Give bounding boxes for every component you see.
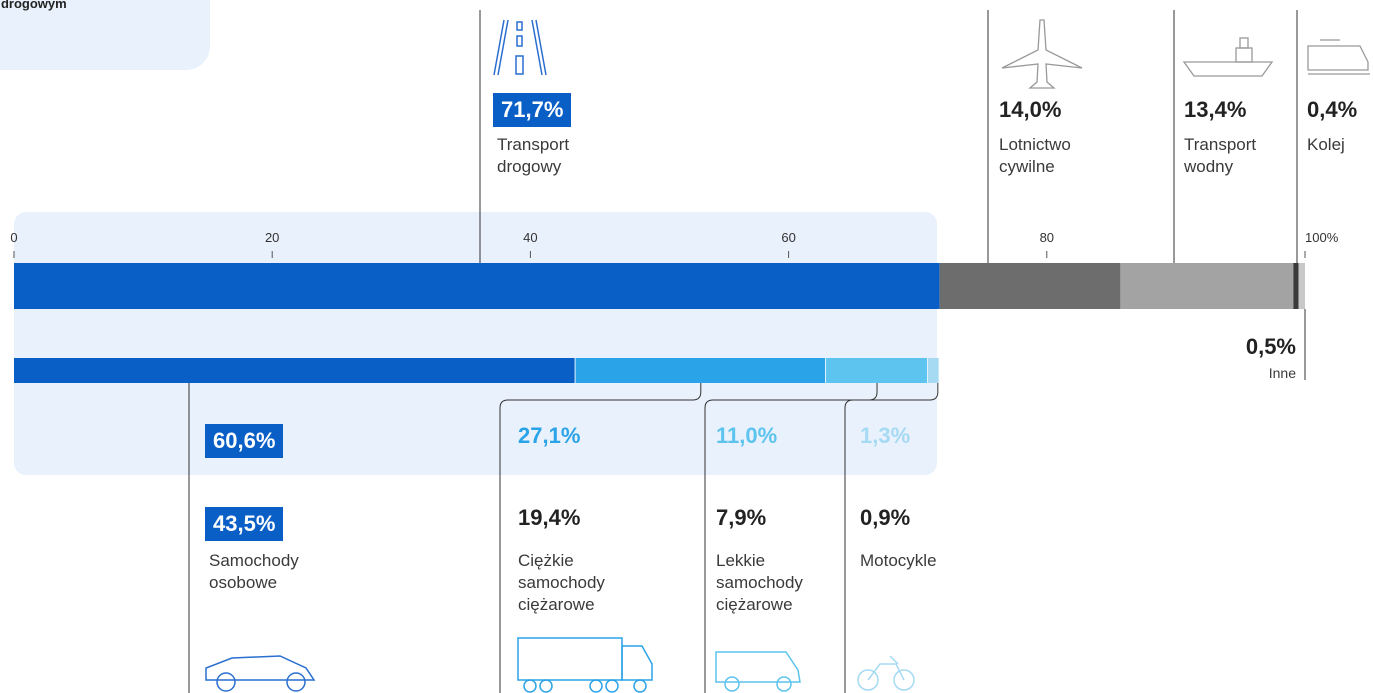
value-label: 19,4% xyxy=(518,505,581,530)
van-icon xyxy=(715,651,801,692)
value-label: 0,9% xyxy=(860,505,911,530)
mode-bar xyxy=(939,263,1121,309)
value-label: 13,4% xyxy=(1184,97,1247,122)
road-bar xyxy=(575,358,826,383)
mode-bar xyxy=(1293,263,1299,309)
leader-line xyxy=(704,383,878,693)
moto-icon xyxy=(857,655,915,691)
mode-name: Lotnictwo cywilne xyxy=(999,135,1071,176)
mode-name: Transport wodny xyxy=(1184,135,1257,176)
value-label: 0,4% xyxy=(1307,97,1358,122)
road-name: Ciężkie samochody ciężarowe xyxy=(518,551,605,614)
corner-text: ort drogowym xyxy=(0,0,67,11)
road-bar xyxy=(826,358,928,383)
ship-icon xyxy=(1182,37,1274,77)
share-label: 1,3% xyxy=(860,423,911,448)
value-label: 14,0% xyxy=(999,97,1062,122)
share-label: 60,6% xyxy=(205,424,284,458)
plane-icon xyxy=(1001,19,1083,89)
x-tick-label: 80 xyxy=(1040,230,1054,245)
mode-name: Transport drogowy xyxy=(497,135,570,176)
mode-name: Inne xyxy=(1268,365,1296,381)
value-label: 43,5% xyxy=(205,507,284,541)
leader-line xyxy=(844,383,939,693)
road-bar xyxy=(14,358,575,383)
road-bar xyxy=(928,358,939,383)
corner-box: ort drogowym xyxy=(0,0,210,70)
share-label: 27,1% xyxy=(518,423,581,448)
car-icon xyxy=(205,655,316,692)
x-tick-label: 0 xyxy=(10,230,17,245)
truck-icon xyxy=(517,637,653,693)
mode-bar xyxy=(1120,263,1294,309)
value-label: 7,9% xyxy=(716,505,767,530)
road-name: Samochody osobowe xyxy=(209,551,299,592)
x-tick-label: 40 xyxy=(523,230,537,245)
x-tick-label: 20 xyxy=(265,230,279,245)
mode-name: Kolej xyxy=(1307,135,1345,154)
road-icon xyxy=(493,19,547,76)
share-label: 11,0% xyxy=(716,423,778,448)
mode-bar xyxy=(14,263,940,309)
value-label: 71,7% xyxy=(493,93,572,127)
mode-bar xyxy=(1298,263,1305,309)
panel xyxy=(14,212,937,475)
value-label: 0,5% xyxy=(1245,334,1296,359)
leader-line xyxy=(499,383,702,693)
x-tick-label: 100% xyxy=(1305,230,1339,245)
x-tick-label: 60 xyxy=(781,230,795,245)
train-icon xyxy=(1307,39,1370,75)
road-name: Motocykle xyxy=(860,551,937,570)
road-name: Lekkie samochody ciężarowe xyxy=(716,551,803,614)
